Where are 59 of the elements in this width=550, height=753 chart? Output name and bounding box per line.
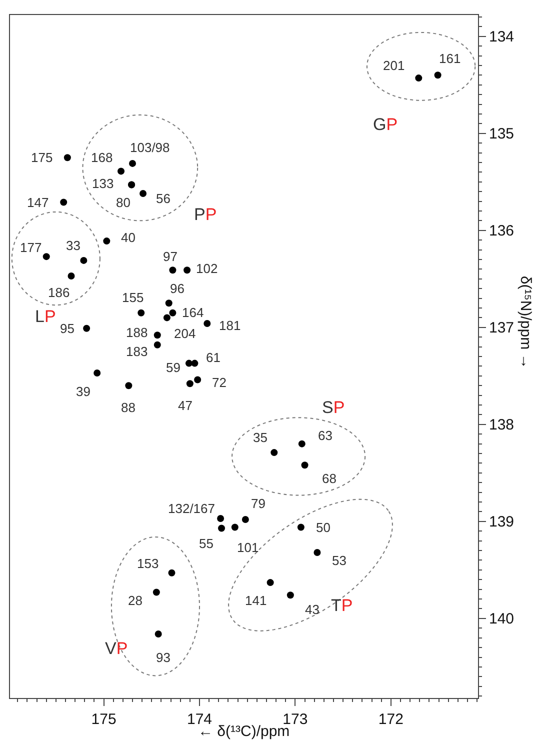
annotation: 35	[253, 430, 268, 445]
annotation: 40	[121, 230, 136, 245]
annotation: 93	[156, 650, 170, 665]
annotation: 63	[318, 428, 332, 443]
annotation: 80	[116, 195, 130, 210]
x-tick-label: 172	[378, 711, 404, 728]
annotation: 155	[122, 290, 144, 305]
annotation: 103/98	[130, 140, 170, 155]
y-tick-label: 138	[489, 416, 514, 434]
annotation: 133	[92, 176, 114, 191]
annotation: 201	[383, 58, 405, 73]
annotation: 61	[206, 350, 220, 365]
annotation: 79	[251, 496, 266, 511]
annotation: 101	[237, 540, 259, 555]
annotation: 164	[182, 305, 204, 320]
annotation: VP	[105, 639, 128, 658]
annotation: PP	[194, 205, 217, 224]
annotation: 181	[219, 318, 241, 333]
annotation: 56	[156, 191, 170, 206]
y-axis-title: δ(¹⁵N)/ppm →	[516, 276, 534, 369]
y-tick-label: 135	[489, 126, 514, 143]
annotation: 177	[20, 240, 42, 255]
annotation: 47	[178, 398, 192, 413]
annotation: 102	[196, 261, 218, 276]
annotation: 28	[128, 593, 142, 608]
annotation: 132/167	[168, 501, 215, 516]
y-tick-label: 134	[489, 28, 514, 46]
y-tick-label: 137	[489, 320, 514, 337]
y-tick-label: 140	[489, 610, 514, 628]
annotation: 33	[66, 238, 80, 253]
annotation: 183	[126, 344, 148, 359]
annotation: 88	[121, 400, 136, 415]
annotation: 95	[60, 321, 74, 336]
annotation: 50	[316, 520, 330, 535]
annotation: 96	[170, 281, 184, 296]
annotation: 153	[137, 556, 159, 571]
annotation: SP	[322, 398, 345, 417]
annotation: 55	[199, 536, 214, 551]
annotation: 97	[163, 249, 178, 264]
x-tick-label: 175	[91, 711, 116, 728]
annotation: 43	[305, 602, 320, 617]
annotation: 147	[27, 195, 49, 210]
annotation: 204	[174, 326, 196, 341]
annotation: 39	[76, 384, 90, 399]
annotation: 175	[31, 150, 53, 165]
annotation: 53	[332, 553, 346, 568]
annotation: 141	[245, 593, 267, 608]
annotation: TP	[331, 596, 353, 615]
annotation: 68	[322, 471, 336, 486]
annotation: 72	[212, 375, 226, 390]
annotation: 188	[126, 325, 148, 340]
annotation: 186	[48, 285, 70, 300]
annotation: 161	[439, 51, 461, 66]
y-tick-label: 136	[489, 222, 514, 240]
annotation: LP	[35, 307, 56, 326]
annotation: GP	[373, 115, 398, 134]
annotation: 168	[91, 150, 113, 165]
annotation: 59	[166, 360, 180, 375]
y-tick-label: 139	[489, 514, 514, 531]
